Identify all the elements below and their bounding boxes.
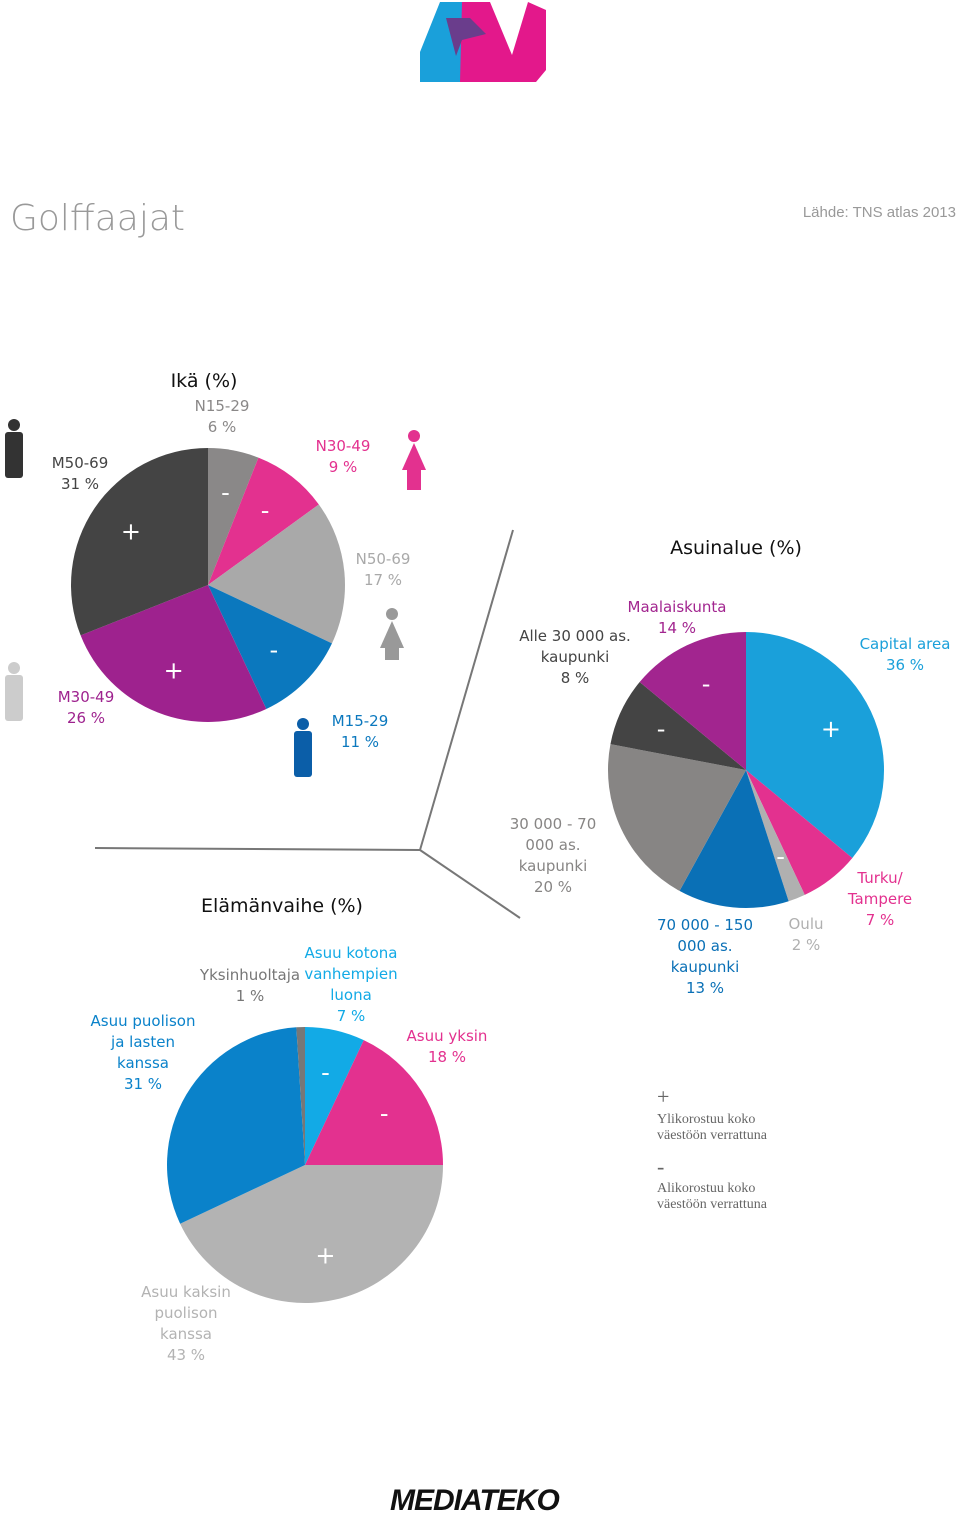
- category: Turku/ Tampere: [847, 869, 913, 908]
- slice-label: Asuu kaksin puolison kanssa 43 %: [131, 1282, 241, 1366]
- slice-marker: -: [321, 1058, 330, 1086]
- slice-marker: -: [657, 715, 666, 743]
- footer-logo: MEDIATEKO: [390, 1484, 560, 1517]
- slice-label: M30-49 26 %: [41, 687, 131, 729]
- category: N15-29: [194, 397, 250, 415]
- chart-title: Asuinalue (%): [670, 537, 802, 559]
- pie-slice: [71, 448, 209, 636]
- pie-slice: [608, 744, 746, 891]
- value-label: 9 %: [328, 458, 358, 476]
- value-label: 31 %: [123, 1075, 163, 1093]
- slice-label: Alle 30 000 as. kaupunki 8 %: [510, 626, 640, 689]
- pie-slice: [679, 770, 789, 908]
- person-icons: [5, 419, 426, 777]
- slice-label: N30-49 9 %: [298, 436, 388, 478]
- category: M15-29: [331, 712, 389, 730]
- chart-title: Ikä (%): [170, 370, 238, 392]
- pie-slice: [305, 1027, 364, 1165]
- slice-marker: -: [261, 496, 270, 524]
- slice-label: 70 000 - 150 000 as. kaupunki 13 %: [650, 915, 760, 999]
- slice-label: Turku/ Tampere 7 %: [840, 868, 920, 931]
- slice-marker: +: [821, 715, 841, 743]
- value-label: 7 %: [865, 911, 895, 929]
- value-label: 6 %: [207, 418, 237, 436]
- slice-marker: -: [380, 1100, 389, 1128]
- pie-slice: [167, 1027, 305, 1224]
- value-label: 14 %: [657, 619, 697, 637]
- pie-slice: [80, 585, 267, 722]
- slice-label: Maalaiskunta 14 %: [617, 597, 737, 639]
- value-label: 2 %: [791, 936, 821, 954]
- pie-slice: [208, 457, 319, 585]
- category: Alle 30 000 as. kaupunki: [519, 627, 631, 666]
- pie-slice: [639, 632, 746, 770]
- category: Asuu kotona vanhempien luona: [304, 944, 398, 1004]
- category: Asuu puolison ja lasten kanssa: [90, 1012, 196, 1072]
- page-title: Golffaajat: [10, 198, 186, 239]
- slice-label: Asuu yksin 18 %: [397, 1026, 497, 1068]
- slice-label: 30 000 - 70 000 as. kaupunki 20 %: [503, 814, 603, 898]
- slice-marker: -: [221, 478, 230, 506]
- slice-marker: -: [776, 842, 785, 870]
- slice-label: N50-69 17 %: [338, 549, 428, 591]
- pie-slice: [610, 682, 746, 770]
- slice-label: M50-69 31 %: [35, 453, 125, 495]
- category: N50-69: [355, 550, 411, 568]
- slice-marker: +: [164, 657, 184, 685]
- value-label: 7 %: [336, 1007, 366, 1025]
- category: Oulu: [788, 915, 824, 933]
- legend-text: Ylikorostuu koko väestöön verrattuna: [657, 1112, 768, 1143]
- category: N30-49: [315, 437, 371, 455]
- pie-slice: [296, 1027, 305, 1165]
- value-label: 31 %: [60, 475, 100, 493]
- category: Asuu kaksin puolison kanssa: [141, 1283, 231, 1343]
- slice-marker: -: [270, 636, 279, 664]
- category: Asuu yksin: [406, 1027, 488, 1045]
- source: Lähde: TNS atlas 2013: [802, 204, 956, 221]
- category: Yksinhuoltaja: [199, 966, 301, 984]
- value-label: 43 %: [166, 1346, 206, 1364]
- pie-slice: [180, 1165, 444, 1303]
- value-label: 18 %: [427, 1048, 467, 1066]
- value-label: 1 %: [235, 987, 265, 1005]
- pie-slice: [305, 1040, 443, 1165]
- pie-slice: [208, 585, 332, 709]
- value-label: 20 %: [533, 878, 573, 896]
- category: M50-69: [51, 454, 109, 472]
- category: 30 000 - 70 000 as. kaupunki: [509, 815, 597, 875]
- slice-label: Asuu kotona vanhempien luona 7 %: [296, 943, 406, 1027]
- legend-symbol: +: [657, 1084, 670, 1109]
- legend-symbol: -: [657, 1154, 665, 1179]
- pie-slice: [746, 770, 805, 902]
- value-label: 26 %: [66, 709, 106, 727]
- category: M30-49: [57, 688, 115, 706]
- slice-label: Asuu puolison ja lasten kanssa 31 %: [86, 1011, 201, 1095]
- pie-slice: [746, 770, 853, 895]
- slice-marker: +: [121, 518, 141, 546]
- category: Maalaiskunta: [627, 598, 727, 616]
- category: Capital area: [859, 635, 951, 653]
- value-label: 36 %: [885, 656, 925, 674]
- chart-title: Elämänvaihe (%): [201, 895, 363, 917]
- pie-slice: [208, 448, 259, 585]
- top-logo: [420, 2, 546, 82]
- slice-label: Oulu 2 %: [776, 914, 836, 956]
- value-label: 11 %: [340, 733, 380, 751]
- legend-text: Alikorostuu koko väestöön verrattuna: [657, 1181, 768, 1212]
- slice-label: M15-29 11 %: [315, 711, 405, 753]
- pie-slice: [208, 504, 345, 644]
- value-label: 17 %: [363, 571, 403, 589]
- value-label: 13 %: [685, 979, 725, 997]
- slice-label: Capital area 36 %: [850, 634, 960, 676]
- slice-marker: +: [315, 1242, 335, 1270]
- value-label: 8 %: [560, 669, 590, 687]
- pie-slice: [746, 632, 885, 858]
- slice-marker: -: [702, 670, 711, 698]
- category: 70 000 - 150 000 as. kaupunki: [656, 916, 754, 976]
- slice-label: Yksinhuoltaja 1 %: [195, 965, 305, 1007]
- slice-label: N15-29 6 %: [177, 396, 267, 438]
- connector-lines: [94, 529, 521, 919]
